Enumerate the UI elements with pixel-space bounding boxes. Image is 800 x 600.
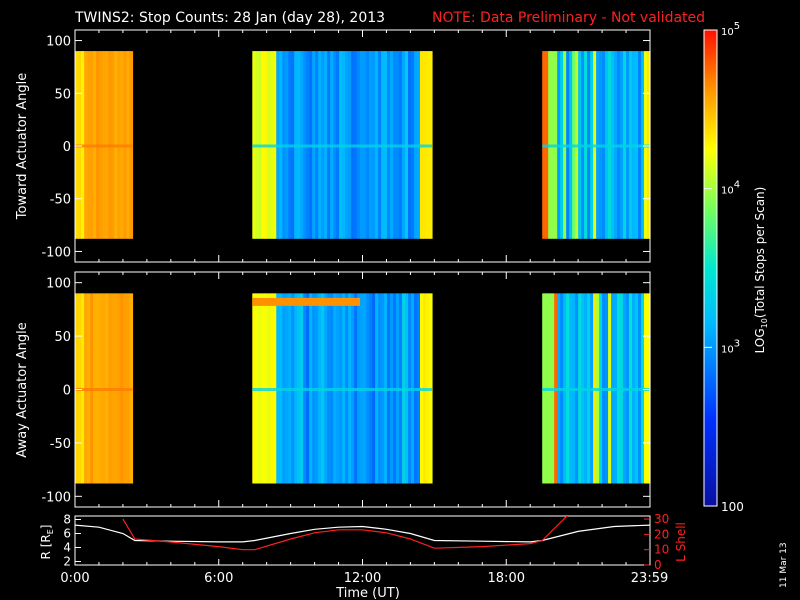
ytick-label: -50 (50, 193, 71, 208)
ylabel-radius: R [RE] (39, 525, 55, 560)
chart-title: TWINS2: Stop Counts: 28 Jan (day 28), 20… (74, 10, 385, 26)
radius-line (75, 524, 650, 543)
xlabel-time: Time (UT) (335, 586, 400, 600)
ytick-label: 100 (46, 277, 71, 292)
heatmap-zero-band (75, 388, 133, 391)
panel-away: 100 50 0 -50 -100 (41, 271, 651, 508)
colorbar-tick-exp: 5 (734, 21, 740, 32)
colorbar-label-post: (Total Stops per Scan) (753, 187, 767, 318)
colorbar-label-pre: LOG (753, 328, 767, 353)
ylabel-radius-sub: E (46, 529, 55, 534)
colorbar-tick-base: 10 (721, 27, 734, 38)
right-ytick-label: 20 (654, 527, 669, 541)
heatmap-hotband (252, 297, 361, 306)
ytick-label: -100 (41, 245, 71, 260)
right-ytick-label: 30 (654, 512, 669, 526)
left-ytick-label: 6 (63, 527, 71, 541)
ylabel-radius-end: ] (39, 525, 53, 530)
xtick-label: 18:00 (488, 571, 525, 586)
xtick-label: 6:00 (204, 571, 233, 586)
ytick-label: 50 (54, 330, 71, 345)
right-ytick-label: 10 (654, 543, 669, 557)
heatmap-zero-band (542, 388, 650, 391)
colorbar (703, 29, 718, 507)
colorbar-tick-base: 10 (721, 344, 734, 355)
xtick-label: 0:00 (60, 571, 89, 586)
lshell-line (122, 516, 568, 551)
ytick-label: -100 (41, 490, 71, 505)
colorbar-tick-base: 10 (721, 186, 734, 197)
xtick-label: 23:59 (631, 571, 668, 586)
colorbar-tick-label: 104 (721, 180, 740, 197)
colorbar-tick-label: 105 (721, 21, 740, 38)
colorbar-tick-exp: 4 (734, 180, 740, 191)
left-ytick-label: 4 (63, 541, 71, 555)
heatmap-zero-band (75, 144, 133, 148)
xtick-label: 12:00 (344, 571, 381, 586)
right-ytick-label: 0 (654, 558, 662, 572)
ytick-label: -50 (50, 437, 71, 452)
colorbar-label-sub: 10 (760, 318, 769, 328)
colorbar-tick-exp: 3 (734, 338, 740, 349)
ylabel-lshell: L Shell (674, 522, 688, 562)
heatmap-zero-band (252, 388, 432, 391)
chart-note: NOTE: Data Preliminary - Not validated (432, 10, 705, 26)
colorbar-label: LOG10(Total Stops per Scan) (753, 187, 769, 354)
ytick-label: 0 (63, 384, 71, 399)
date-stamp: 11 Mar 13 (779, 542, 789, 588)
heatmap-zero-band (252, 144, 432, 148)
ytick-label: 0 (63, 140, 71, 155)
panel-toward: 100 50 0 -50 -100 (41, 29, 651, 263)
colorbar-tick-label: 103 (721, 338, 740, 355)
ytick-label: 100 (46, 35, 71, 50)
left-ytick-label: 8 (63, 513, 71, 527)
ylabel-away: Away Actuator Angle (15, 322, 30, 457)
ytick-label: 50 (54, 87, 71, 102)
left-ytick-label: 2 (63, 555, 71, 569)
colorbar-tick-label: 100 (721, 500, 744, 514)
heatmap-zero-band (542, 144, 650, 148)
ylabel-radius-text: R [R (39, 534, 53, 559)
ylabel-toward: Toward Actuator Angle (15, 73, 30, 220)
